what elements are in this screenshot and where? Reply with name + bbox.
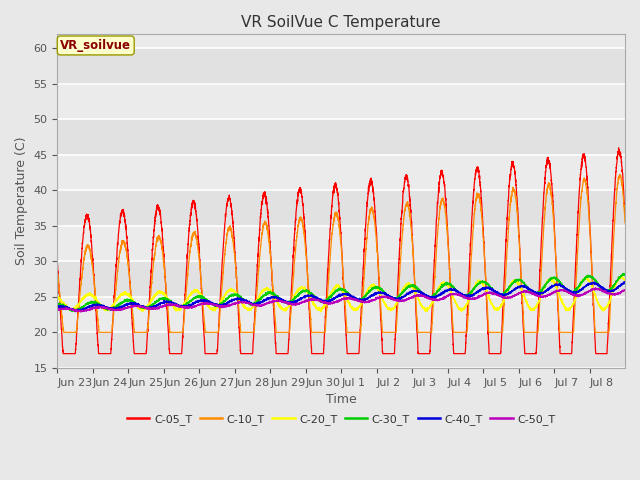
C-05_T xyxy=(497,343,505,348)
C-10_T xyxy=(54,271,61,276)
C-05_T xyxy=(60,351,67,357)
C-30_T xyxy=(172,303,179,309)
C-05_T xyxy=(54,264,61,269)
C-30_T xyxy=(393,296,401,301)
C-05_T xyxy=(540,197,547,203)
C-50_T xyxy=(497,293,505,299)
C-50_T xyxy=(621,287,629,293)
C-50_T xyxy=(362,299,370,304)
C-40_T xyxy=(54,303,61,309)
C-40_T xyxy=(497,291,505,297)
C-30_T xyxy=(54,300,61,306)
Text: VR_soilvue: VR_soilvue xyxy=(60,39,131,52)
C-50_T xyxy=(172,302,179,308)
Line: C-20_T: C-20_T xyxy=(58,276,625,312)
C-50_T xyxy=(76,309,84,315)
Bar xyxy=(58,332,625,368)
C-20_T xyxy=(317,309,324,315)
C-30_T xyxy=(621,272,629,278)
Bar xyxy=(58,190,625,226)
Legend: C-05_T, C-10_T, C-20_T, C-30_T, C-40_T, C-50_T: C-05_T, C-10_T, C-20_T, C-30_T, C-40_T, … xyxy=(123,409,559,429)
Bar xyxy=(58,48,625,84)
C-40_T xyxy=(525,286,532,292)
C-05_T xyxy=(362,211,370,217)
Line: C-10_T: C-10_T xyxy=(58,175,625,332)
C-40_T xyxy=(362,296,370,302)
C-20_T xyxy=(621,278,629,284)
Bar xyxy=(58,297,625,332)
C-50_T xyxy=(54,307,61,313)
Bar xyxy=(58,261,625,297)
C-20_T xyxy=(618,273,626,279)
C-10_T xyxy=(362,239,370,245)
C-05_T xyxy=(621,212,629,218)
Title: VR SoilVue C Temperature: VR SoilVue C Temperature xyxy=(241,15,441,30)
C-40_T xyxy=(172,300,179,306)
C-40_T xyxy=(621,279,629,285)
Bar xyxy=(58,84,625,119)
C-30_T xyxy=(497,291,505,297)
C-30_T xyxy=(525,287,532,292)
C-05_T xyxy=(525,351,532,357)
C-10_T xyxy=(525,329,532,335)
C-30_T xyxy=(620,271,627,276)
C-20_T xyxy=(525,305,532,311)
C-05_T xyxy=(172,351,179,357)
C-30_T xyxy=(68,309,76,314)
C-20_T xyxy=(54,294,61,300)
Line: C-40_T: C-40_T xyxy=(58,282,625,312)
C-50_T xyxy=(592,285,600,291)
C-10_T xyxy=(60,329,68,335)
Line: C-30_T: C-30_T xyxy=(58,274,625,312)
C-10_T xyxy=(616,172,623,178)
C-40_T xyxy=(72,309,79,314)
C-20_T xyxy=(540,286,547,291)
C-40_T xyxy=(620,279,628,285)
Y-axis label: Soil Temperature (C): Soil Temperature (C) xyxy=(15,137,28,265)
C-50_T xyxy=(525,290,532,296)
C-20_T xyxy=(362,290,370,296)
C-10_T xyxy=(172,329,179,335)
Line: C-05_T: C-05_T xyxy=(58,148,625,354)
C-50_T xyxy=(393,298,401,303)
C-50_T xyxy=(540,294,547,300)
C-20_T xyxy=(497,304,505,310)
Bar xyxy=(58,119,625,155)
C-30_T xyxy=(362,291,370,297)
Bar xyxy=(58,226,625,261)
C-10_T xyxy=(540,227,547,233)
C-20_T xyxy=(393,300,401,306)
C-20_T xyxy=(172,305,179,311)
C-05_T xyxy=(615,145,623,151)
Line: C-50_T: C-50_T xyxy=(58,288,625,312)
C-40_T xyxy=(540,290,547,296)
C-10_T xyxy=(497,329,505,335)
C-40_T xyxy=(393,297,401,302)
C-05_T xyxy=(393,301,401,307)
C-10_T xyxy=(621,220,629,226)
Bar xyxy=(58,155,625,190)
C-30_T xyxy=(540,285,547,291)
X-axis label: Time: Time xyxy=(326,393,356,406)
C-10_T xyxy=(393,318,401,324)
